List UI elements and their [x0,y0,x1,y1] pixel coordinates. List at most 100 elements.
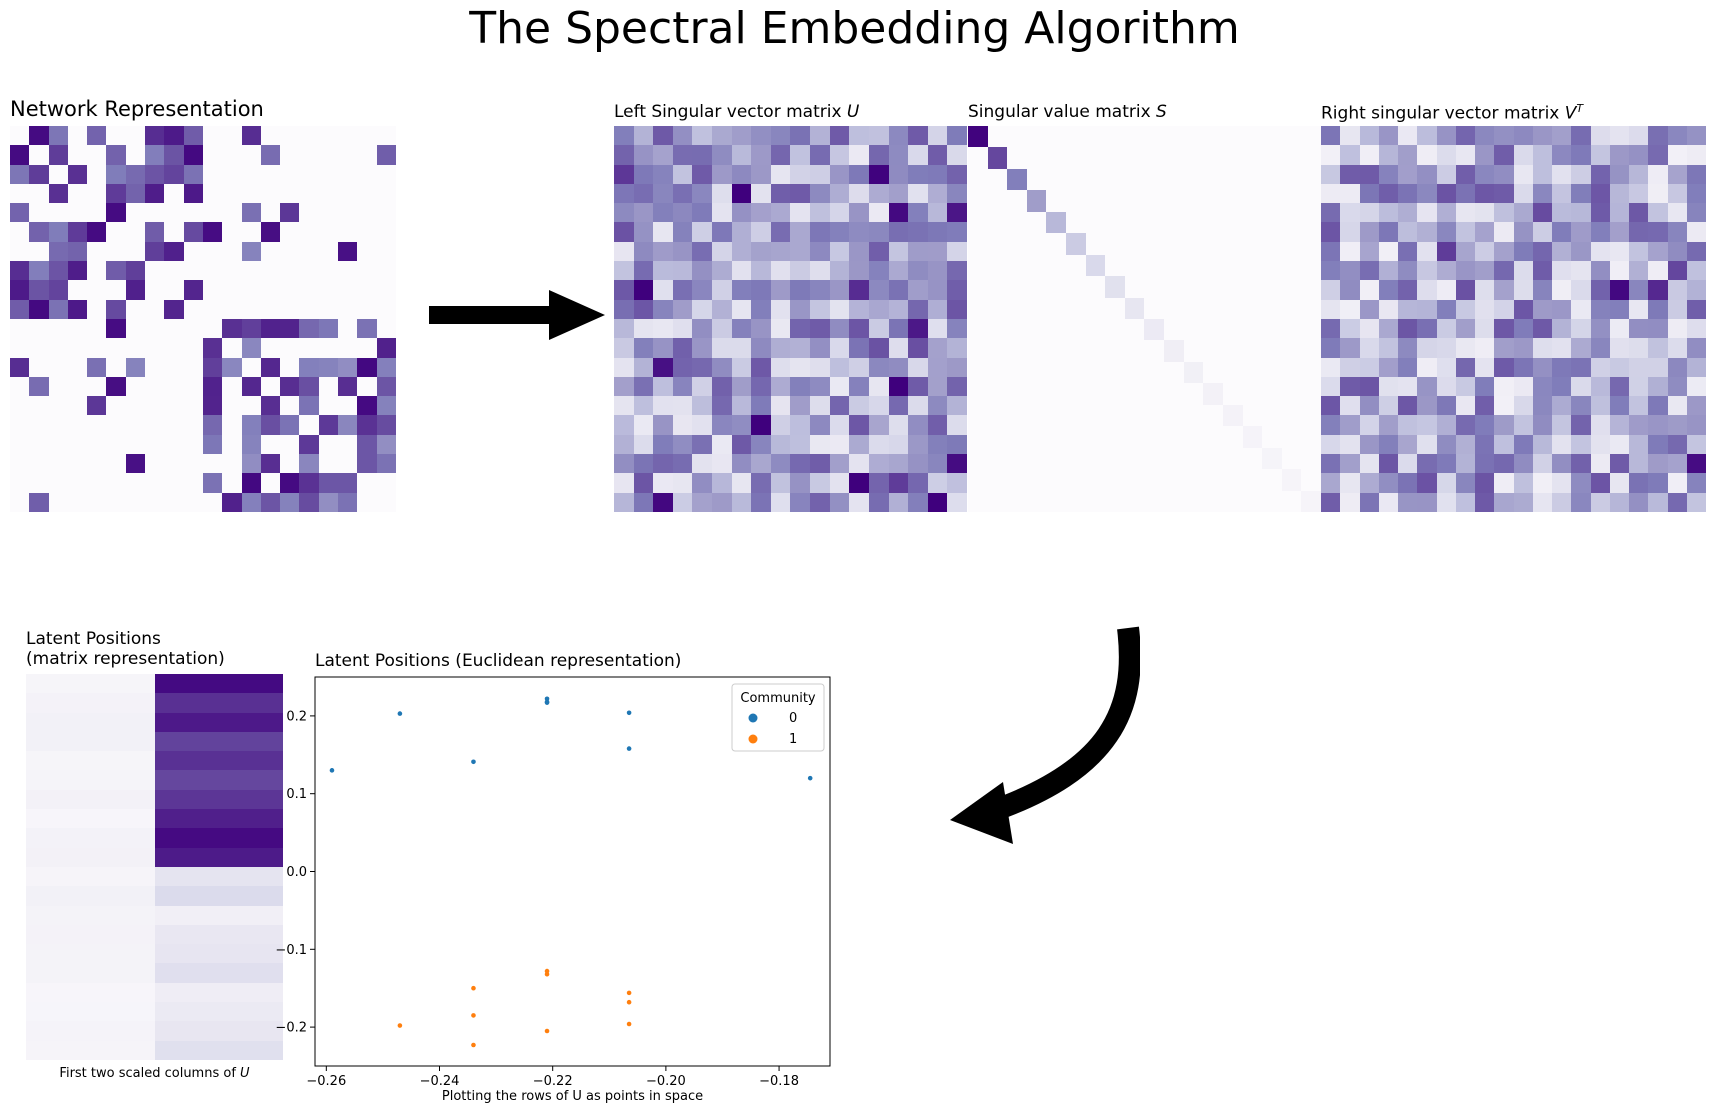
s-cell [1203,126,1223,148]
adjacency-cell [10,415,30,435]
vt-cell [1609,454,1629,474]
s-cell [1124,211,1145,234]
adjacency-cell [357,376,377,397]
u-cell [927,434,948,455]
adjacency-cell [202,473,223,493]
u-cell [770,145,791,165]
vt-cell [1513,454,1533,474]
adjacency-cell [357,241,377,262]
latent-cell [154,905,283,925]
s-cell [1007,469,1027,491]
s-cell [1222,319,1243,341]
s-cell [1007,383,1027,405]
s-cell [1242,190,1263,212]
s-cell [1262,297,1282,319]
u-cell [810,396,830,416]
adjacency-cell [29,183,49,204]
s-cell [1085,340,1106,362]
adjacency-cell [299,126,319,146]
adjacency-cell [280,473,300,493]
vt-cell [1571,222,1591,242]
vt-cell [1686,357,1706,377]
u-cell [653,164,673,184]
vt-cell [1629,396,1649,416]
u-cell [888,473,909,493]
adjacency-cell [145,183,165,204]
s-cell [1066,404,1086,427]
s-cell [1046,190,1067,212]
vt-cell [1667,164,1687,184]
u-cell [731,299,752,319]
s-cell [1026,447,1047,470]
adjacency-cell [357,492,377,512]
u-cell [672,183,693,204]
adjacency-cell [357,261,377,281]
vt-cell [1494,126,1514,146]
s-cell [1105,490,1125,512]
vt-cell [1475,183,1495,204]
adjacency-cell [202,222,223,242]
latent-cell [26,731,155,752]
adjacency-cell [125,376,146,397]
vt-cell [1436,145,1456,165]
s-cell [987,426,1008,448]
adjacency-cell [222,396,242,416]
vt-cell [1513,261,1533,281]
u-cell [947,473,967,493]
s-cell [1164,383,1184,405]
vt-cell [1629,434,1649,455]
s-cell [1085,404,1106,427]
adjacency-cell [183,261,203,281]
u-cell [908,415,928,435]
adjacency-cell [376,415,396,435]
adjacency-cell [280,396,300,416]
s-cell [1066,276,1086,298]
adjacency-cell [183,473,203,493]
u-cell [908,280,928,300]
vt-cell [1667,318,1687,339]
s-cell [1105,469,1125,491]
vt-cell [1532,126,1552,146]
vt-cell [1417,454,1437,474]
latent-cell [26,1040,155,1060]
vt-cell [1513,434,1533,455]
s-cell [1046,469,1067,491]
adjacency-cell [10,357,30,377]
adjacency-cell [299,492,319,512]
legend-marker-0 [748,713,758,723]
vt-cell [1609,299,1629,319]
u-cell [672,299,693,319]
vt-cell [1648,241,1668,262]
adjacency-cell [280,241,300,262]
vt-cell [1552,183,1572,204]
adjacency-cell [260,222,281,242]
s-cell [1105,297,1125,319]
u-cell [751,492,771,512]
vt-cell [1571,492,1591,512]
vt-cell [1398,318,1418,339]
u-cell [790,454,811,474]
adjacency-cell [145,338,165,358]
s-cell [1007,340,1027,362]
adjacency-cell [29,164,49,184]
u-cell [770,357,791,377]
latent-cell [26,982,155,1003]
vt-cell [1417,357,1437,377]
vt-cell [1532,357,1552,377]
adjacency-cell [67,280,88,300]
vt-cell [1436,338,1456,358]
adjacency-cell [338,376,358,397]
vt-cell [1590,280,1610,300]
adjacency-cell [164,280,184,300]
vt-cell [1532,454,1552,474]
vt-cell [1340,280,1360,300]
vt-cell [1398,434,1418,455]
adjacency-cell [145,357,165,377]
s-cell [1124,490,1145,512]
s-cell [1124,319,1145,341]
u-cell [692,434,713,455]
adjacency-cell [164,164,184,184]
vt-cell [1359,492,1379,512]
vt-cell [1340,222,1360,242]
s-cell [1124,297,1145,319]
